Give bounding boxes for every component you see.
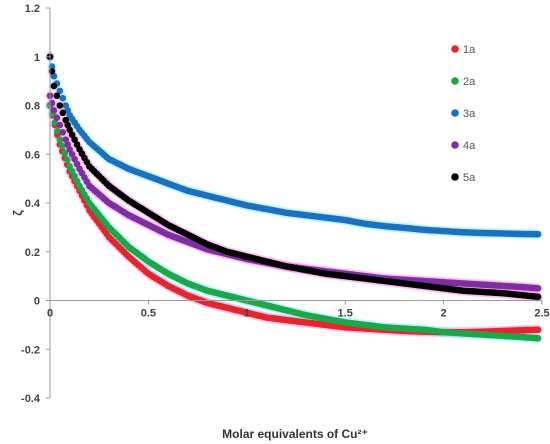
y-tick-label: 0	[34, 296, 40, 308]
series-2a-marker	[63, 156, 71, 164]
legend-marker-4a	[451, 141, 459, 149]
series-4a-marker	[73, 160, 81, 168]
series-4a-marker	[71, 155, 78, 163]
x-tick-label: 1	[244, 308, 250, 320]
y-tick-label: 0.6	[25, 149, 40, 161]
x-axis-title: Molar equivalents of Cu²⁺	[222, 427, 368, 441]
series-5a-point	[534, 293, 542, 301]
series-5a-marker	[73, 141, 81, 148]
legend-label-3a: 3a	[463, 108, 476, 120]
legend-marker-1a	[451, 45, 459, 53]
series-4a-point	[50, 107, 58, 114]
y-tick-label: 1	[34, 52, 40, 64]
legend-marker-5a	[451, 173, 459, 181]
series-1a-point	[534, 326, 542, 334]
series-5a-marker	[53, 92, 61, 100]
legend-label-2a: 2a	[463, 76, 476, 88]
y-tick-label: 0.4	[25, 198, 41, 210]
series-5a-marker	[68, 131, 76, 139]
y-tick-label: 0.8	[25, 101, 40, 113]
y-tick-label: -0.4	[21, 393, 41, 405]
y-axis-title: ζ	[11, 210, 25, 216]
series-5a-marker	[71, 136, 78, 143]
series-3a-point	[56, 87, 64, 95]
legend-label-5a: 5a	[463, 172, 476, 184]
y-tick-label: -0.2	[21, 344, 40, 356]
series-4a-marker	[53, 114, 61, 121]
series-2a-marker	[54, 127, 61, 135]
series-4a-marker	[68, 150, 76, 158]
legend-marker-3a	[451, 109, 459, 117]
series-2a-marker	[59, 143, 66, 150]
axes-layer: 1.2 1 0.8 0.6 0.4 0.2 0 -0.2 -0.4 0 0.5 1 1.5 2 2.5	[21, 3, 550, 405]
y-tick-label: 1.2	[25, 3, 40, 15]
points-layer	[46, 53, 542, 342]
series-2a-marker	[73, 177, 81, 185]
series-2a-marker	[68, 168, 76, 175]
series-5a-point	[56, 102, 64, 109]
x-tick-label: 2.5	[534, 308, 549, 320]
x-tick-label: 1.5	[338, 308, 353, 320]
series-5a-point	[50, 82, 58, 90]
series-2a-point	[66, 163, 73, 170]
legend-label-1a: 1a	[463, 44, 476, 56]
series-4a-marker	[59, 129, 67, 136]
legend: 1a 2a 3a 4a 5a	[451, 44, 476, 184]
series-2a-point	[56, 136, 64, 143]
x-tick-label: 0	[47, 308, 53, 320]
series-2a-marker	[61, 149, 69, 157]
series-2a-marker	[71, 172, 78, 180]
series-3a-marker	[59, 94, 67, 102]
series-2a-point	[534, 334, 542, 342]
legend-marker-2a	[451, 77, 459, 85]
legend-label-4a: 4a	[463, 140, 476, 152]
series-5a-point	[66, 126, 73, 134]
series-3a-point	[534, 230, 542, 238]
series-4a-point	[534, 285, 542, 292]
series-5a-marker	[59, 109, 67, 117]
x-tick-label: 0.5	[141, 308, 156, 320]
series-4a-point	[66, 146, 73, 153]
y-tick-label: 0.2	[25, 247, 40, 259]
series-4a-point	[56, 121, 64, 129]
x-tick-label: 2	[441, 308, 447, 320]
